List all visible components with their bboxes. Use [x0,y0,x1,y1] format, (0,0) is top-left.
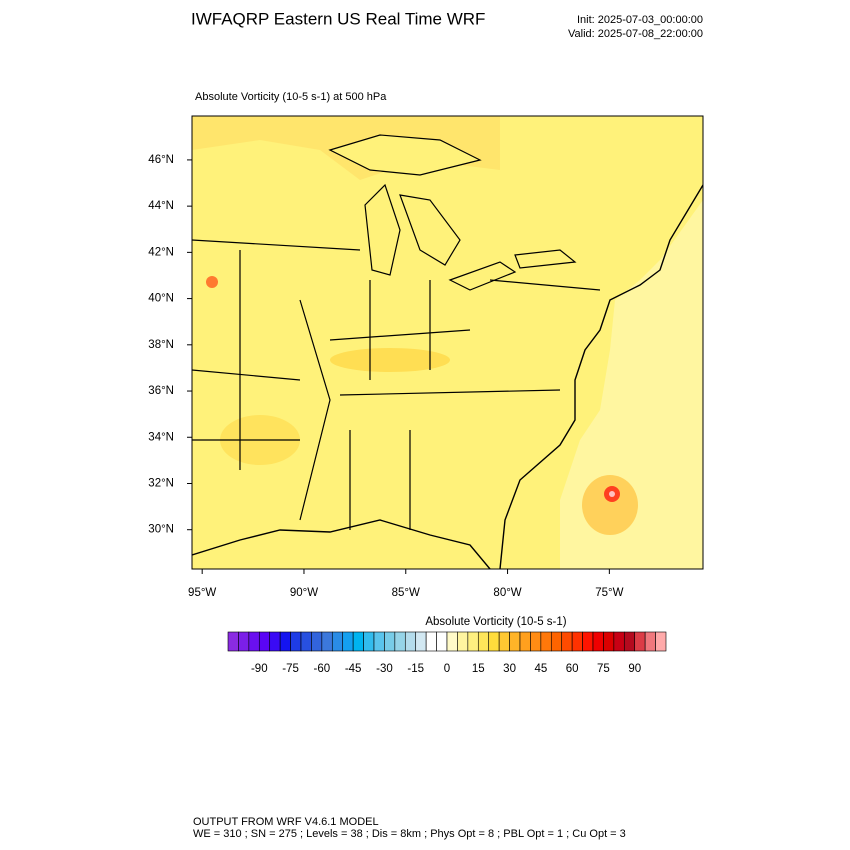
colorbar-box [384,631,396,652]
colorbar-box [509,631,521,652]
colorbar-box [279,631,291,652]
y-tick-label: 42°N [148,246,174,258]
colorbar-tick-label: 30 [503,663,516,675]
colorbar-box [571,631,583,652]
colorbar-box [311,631,323,652]
colorbar-box [436,631,448,652]
colorbar-title: Absolute Vorticity (10-5 s-1) [425,616,566,628]
x-tick-label: 90°W [290,587,318,599]
y-tick-label: 36°N [148,385,174,397]
colorbar-box [634,631,646,652]
valid-time: Valid: 2025-07-08_22:00:00 [568,28,703,40]
footer-line: WE = 310 ; SN = 275 ; Levels = 38 ; Dis … [193,828,626,840]
colorbar-box [582,631,594,652]
y-tick-label: 30°N [148,524,174,536]
colorbar-box [519,631,531,652]
colorbar-box [227,631,239,652]
colorbar-box [457,631,469,652]
colorbar-tick-label: -90 [251,663,268,675]
colorbar-box [331,631,344,652]
colorbar-box [248,631,260,652]
colorbar-box [415,631,427,652]
colorbar-tick-label: -15 [407,663,424,675]
colorbar-box [352,631,364,652]
colorbar-box [290,631,302,652]
x-tick-label: 75°W [595,587,623,599]
colorbar-box [603,631,615,652]
colorbar-tick-label: 15 [472,663,485,675]
colorbar-tick-label: -30 [376,663,393,675]
colorbar-box [342,631,354,652]
colorbar-box [269,631,281,652]
colorbar-box [404,631,417,652]
colorbar-tick-label: 75 [597,663,610,675]
y-tick-label: 38°N [148,339,174,351]
y-tick-label: 44°N [148,200,174,212]
colorbar-box [321,631,333,652]
colorbar-box [530,631,542,652]
colorbar-box [644,631,656,652]
colorbar-box [498,631,510,652]
colorbar-tick-label: -45 [345,663,362,675]
colorbar-box [550,631,563,652]
y-tick-label: 46°N [148,154,174,166]
y-tick-label: 40°N [148,293,174,305]
colorbar-tick-label: -75 [282,663,299,675]
colorbar-box [446,631,458,652]
colorbar-box [561,631,573,652]
colorbar-box [655,631,667,652]
map-subtitle: Absolute Vorticity (10-5 s-1) at 500 hPa [195,91,387,103]
x-tick-label: 80°W [493,587,521,599]
footer-line: OUTPUT FROM WRF V4.6.1 MODEL [193,816,379,828]
colorbar-tick-label: 60 [566,663,579,675]
init-time: Init: 2025-07-03_00:00:00 [577,14,703,26]
colorbar-box [613,631,625,652]
colorbar-tick-label: -60 [314,663,331,675]
colorbar-box [373,631,385,652]
colorbar-box [363,631,375,652]
map-frame [191,115,704,570]
y-tick-label: 32°N [148,478,174,490]
colorbar-box [477,631,490,652]
colorbar-box [592,631,604,652]
colorbar-tick-label: 45 [534,663,547,675]
colorbar-box [425,631,437,652]
colorbar-box [300,631,312,652]
colorbar-box [540,631,552,652]
colorbar-tick-label: 90 [628,663,641,675]
x-tick-label: 95°W [188,587,216,599]
colorbar-tick-label: 0 [444,663,450,675]
title: IWFAQRP Eastern US Real Time WRF [191,9,485,28]
colorbar-box [467,631,479,652]
x-tick-label: 85°W [392,587,420,599]
colorbar-box [258,631,271,652]
y-tick-label: 34°N [148,431,174,443]
map-field [192,116,703,569]
colorbar-box [238,631,250,652]
colorbar-box [488,631,500,652]
colorbar-box [394,631,406,652]
colorbar-box [623,631,636,652]
